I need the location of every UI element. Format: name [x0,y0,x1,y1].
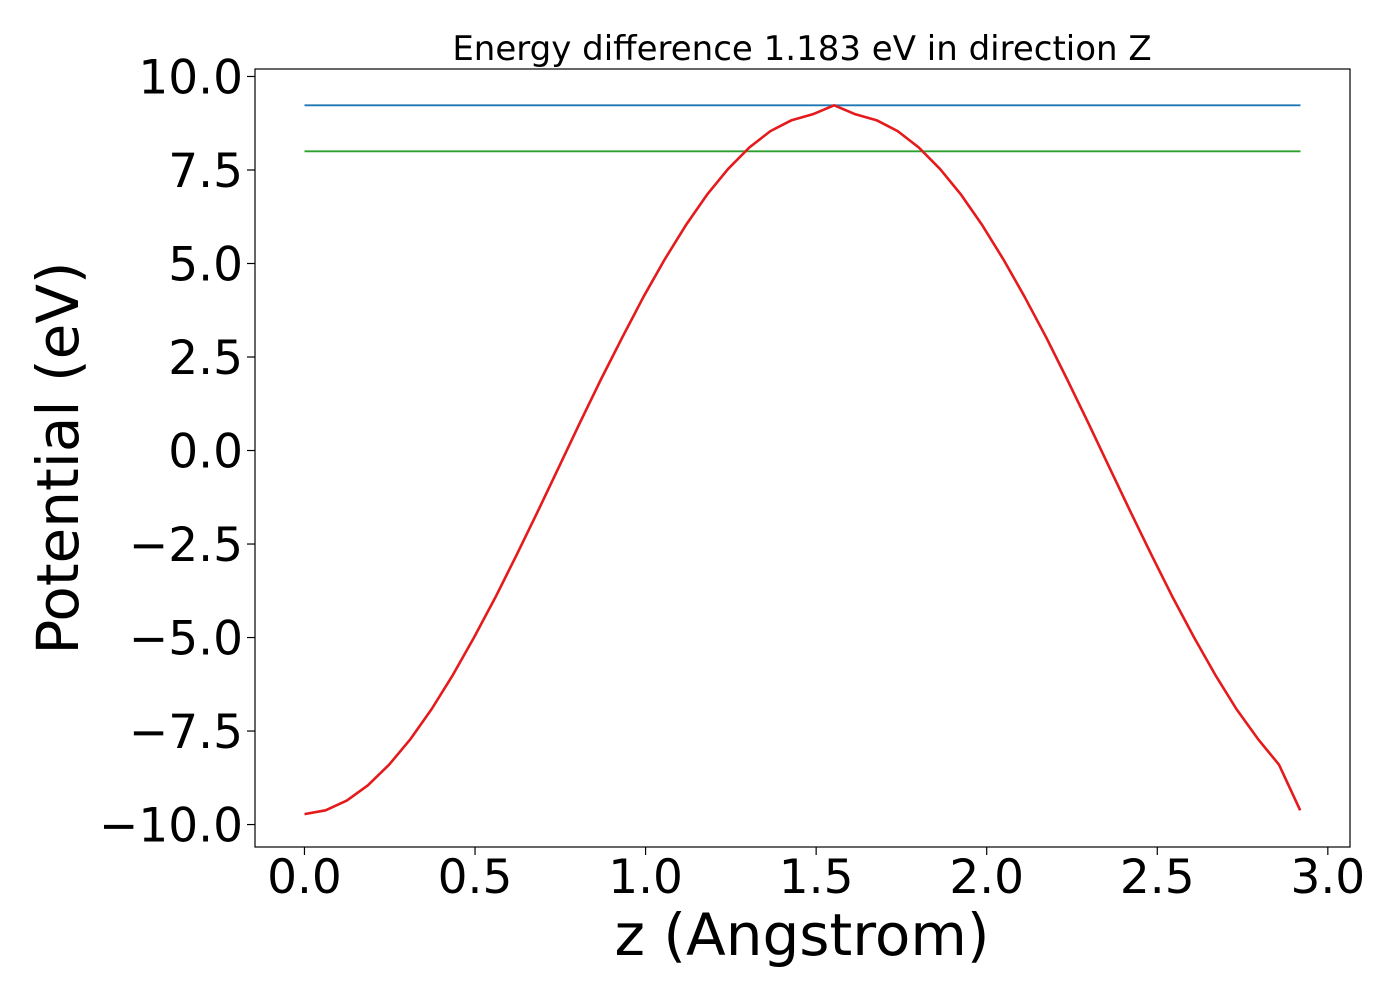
x-axis-label: z (Angstrom) [615,901,990,969]
chart-title: Energy difference 1.183 eV in direction … [452,29,1151,69]
y-tick-label-4: 0.0 [168,425,243,480]
y-tick-label-7: −7.5 [129,705,243,760]
x-tick-label-6: 3.0 [1290,850,1365,905]
y-tick-label-0: 10.0 [138,50,243,105]
y-tick-label-6: −5.0 [129,612,243,667]
y-tick-label-3: 2.5 [168,331,243,386]
x-tick-label-5: 2.5 [1120,850,1195,905]
y-axis-label: Potential (eV) [24,261,92,654]
series-layer [304,104,1302,816]
x-tick-label-0: 0.0 [267,850,342,905]
x-tick-label-3: 1.5 [779,850,854,905]
x-tick-label-4: 2.0 [949,850,1024,905]
y-tick-label-1: 7.5 [168,144,243,199]
y-tick-label-8: −10.0 [99,799,243,854]
x-axis-ticks: 0.0 0.5 1.0 1.5 2.0 2.5 3.0 [267,847,1365,905]
series-line-2 [304,104,1302,816]
x-tick-label-1: 0.5 [438,850,513,905]
y-axis-ticks: 10.0 7.5 5.0 2.5 0.0 −2.5 −5.0 −7.5 −10.0 [99,50,255,854]
y-tick-label-2: 5.0 [168,238,243,293]
plot-frame [254,68,1351,848]
y-tick-label-5: −2.5 [129,518,243,573]
x-tick-label-2: 1.0 [608,850,683,905]
